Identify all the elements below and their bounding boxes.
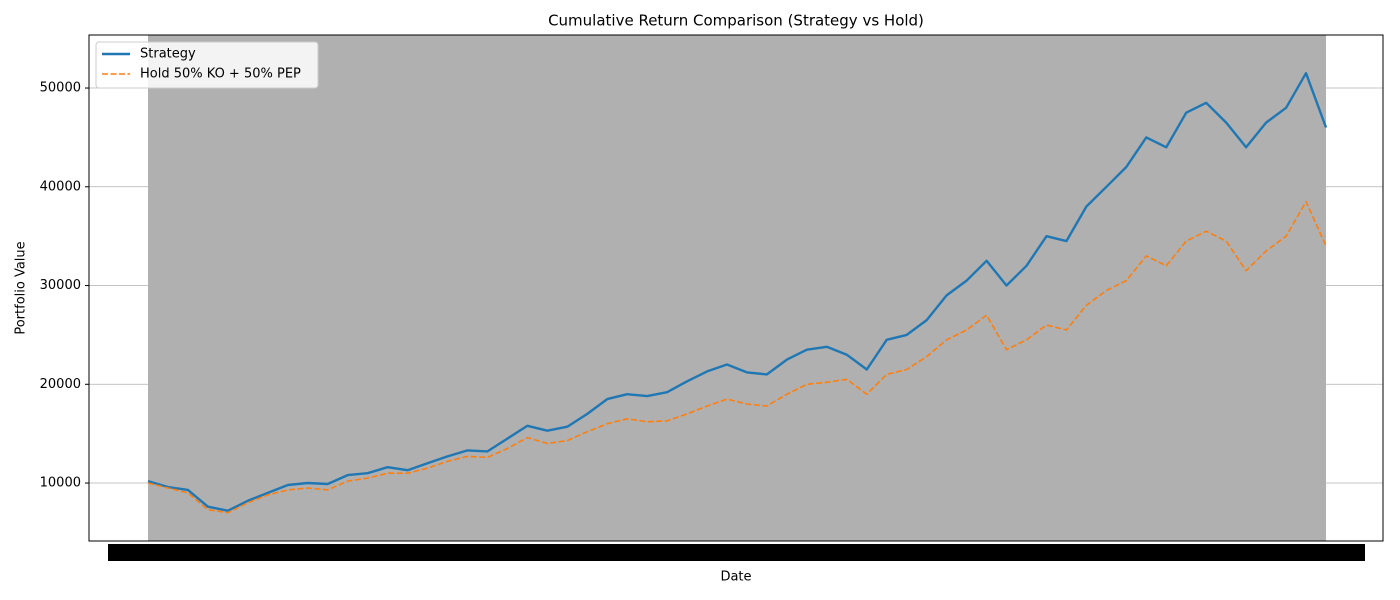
- legend-box: [95, 41, 319, 89]
- chart-title: Cumulative Return Comparison (Strategy v…: [548, 12, 924, 30]
- series-line: [147, 200, 1327, 514]
- legend-label: Strategy: [140, 47, 196, 62]
- plot-frame: [88, 34, 1384, 542]
- y-tick-label: 30000: [40, 278, 81, 293]
- y-tick-label: 50000: [40, 81, 81, 96]
- y-tick-label: 10000: [40, 476, 81, 491]
- series-line: [147, 72, 1328, 512]
- y-tick-label: 20000: [40, 377, 81, 392]
- x-axis-label: Date: [720, 570, 751, 585]
- y-axis-label: Portfolio Value: [14, 241, 29, 334]
- y-tick-label: 40000: [40, 179, 81, 194]
- legend-label: Hold 50% KO + 50% PEP: [140, 67, 301, 82]
- x-tick-labels-overlap: [108, 544, 1365, 561]
- shaded-region: [148, 35, 1326, 541]
